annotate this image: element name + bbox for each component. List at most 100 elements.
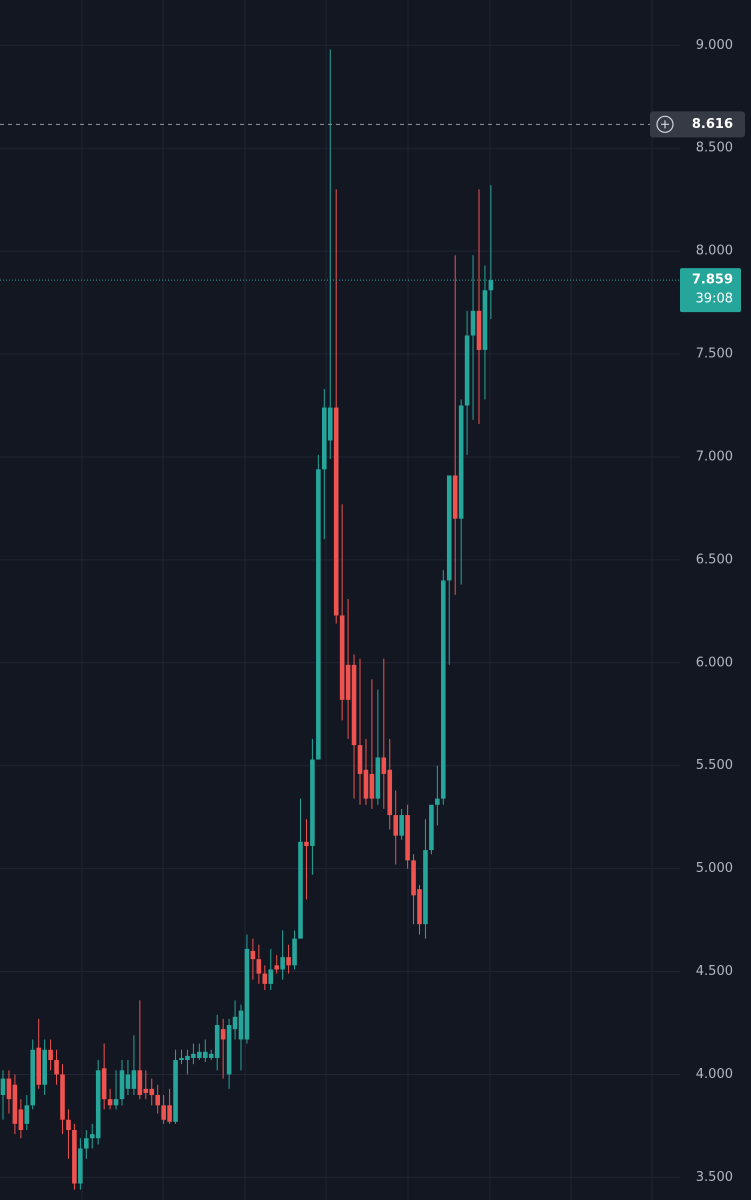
y-tick-label: 4.500 bbox=[696, 964, 733, 979]
candle-body bbox=[161, 1105, 166, 1120]
candle-body bbox=[482, 290, 488, 350]
candle-body bbox=[304, 841, 309, 846]
countdown-label: 39:08 bbox=[696, 292, 733, 307]
candle-body bbox=[429, 804, 434, 851]
y-tick-label: 4.000 bbox=[696, 1067, 733, 1082]
candle-body bbox=[417, 889, 422, 925]
candle-body bbox=[101, 1068, 107, 1100]
candle-body bbox=[369, 773, 375, 799]
y-tick-label: 8.000 bbox=[696, 244, 733, 259]
candle-body bbox=[119, 1070, 125, 1100]
candle-body bbox=[191, 1053, 196, 1058]
candle-body bbox=[208, 1053, 214, 1058]
candle-body bbox=[446, 475, 452, 581]
candle-body bbox=[6, 1078, 12, 1100]
candle-body bbox=[89, 1134, 95, 1139]
candle-body bbox=[250, 950, 256, 960]
candle-body bbox=[66, 1119, 71, 1131]
candle-body bbox=[464, 335, 470, 406]
candle-body bbox=[143, 1088, 149, 1093]
candle-body bbox=[12, 1084, 18, 1124]
candle-body bbox=[197, 1051, 202, 1058]
y-tick-label: 7.500 bbox=[696, 347, 733, 362]
candle-body bbox=[339, 615, 345, 700]
candle-body bbox=[18, 1109, 24, 1131]
candle-body bbox=[24, 1105, 30, 1124]
y-tick-label: 3.500 bbox=[696, 1170, 733, 1185]
candle-body bbox=[333, 407, 339, 616]
candle-body bbox=[274, 965, 279, 970]
candle-body bbox=[72, 1130, 77, 1184]
candle-body bbox=[298, 841, 303, 939]
candle-body bbox=[42, 1049, 47, 1085]
candle-body bbox=[470, 310, 476, 336]
candle-body bbox=[327, 407, 333, 441]
candle-body bbox=[316, 469, 321, 760]
candle-body bbox=[286, 957, 291, 966]
candle-body bbox=[351, 664, 357, 746]
candle-body bbox=[155, 1095, 160, 1106]
candle-body bbox=[173, 1060, 178, 1122]
candle-body bbox=[226, 1025, 232, 1075]
candle-body bbox=[179, 1057, 184, 1061]
candle-body bbox=[405, 815, 410, 861]
last-price-label: 7.859 bbox=[692, 273, 733, 288]
vertical-grid bbox=[81, 0, 653, 1200]
candle-body bbox=[60, 1074, 65, 1120]
candle-body bbox=[393, 815, 398, 836]
y-tick-label: 8.500 bbox=[696, 141, 733, 156]
candle-body bbox=[137, 1070, 143, 1096]
candle-body bbox=[399, 815, 404, 836]
candle-body bbox=[292, 938, 297, 966]
candle-body bbox=[244, 948, 250, 1040]
candle-body bbox=[381, 757, 387, 774]
candle-body bbox=[423, 850, 428, 925]
candle-body bbox=[452, 475, 458, 519]
y-tick-label: 7.000 bbox=[696, 449, 733, 464]
candle-body bbox=[476, 310, 482, 350]
candle-body bbox=[256, 959, 262, 974]
candle-body bbox=[107, 1099, 113, 1106]
candle-body bbox=[167, 1105, 172, 1122]
y-tick-label: 6.500 bbox=[696, 552, 733, 567]
add-alert-icon bbox=[656, 115, 674, 133]
candle-body bbox=[36, 1047, 41, 1085]
candle-body bbox=[280, 957, 285, 970]
y-tick-label: 5.000 bbox=[696, 861, 733, 876]
crosshair-box bbox=[650, 111, 745, 138]
candle-body bbox=[95, 1070, 101, 1139]
add-alert-plus bbox=[661, 120, 669, 129]
candle-body bbox=[268, 969, 274, 984]
last-price-box bbox=[680, 268, 741, 313]
candle-body bbox=[54, 1060, 59, 1075]
candle-body bbox=[345, 664, 351, 700]
candle-body bbox=[203, 1051, 208, 1058]
candle-body bbox=[310, 759, 315, 846]
y-tick-label: 5.500 bbox=[696, 758, 733, 773]
candle-body bbox=[131, 1070, 137, 1089]
candle-body bbox=[411, 860, 416, 896]
candle-body bbox=[84, 1138, 89, 1149]
candle-body bbox=[458, 405, 464, 519]
candle-body bbox=[220, 1029, 226, 1040]
candle-body bbox=[375, 757, 381, 799]
candle-body bbox=[78, 1148, 83, 1184]
candle-body bbox=[441, 580, 446, 799]
candle-body bbox=[488, 280, 494, 291]
candle-body bbox=[322, 407, 327, 470]
candle-body bbox=[387, 769, 393, 816]
candle-body bbox=[113, 1099, 119, 1106]
candle-body bbox=[149, 1088, 155, 1096]
crosshair-label: 8.616 bbox=[692, 117, 733, 132]
candle-body bbox=[232, 1016, 238, 1030]
candle-body bbox=[214, 1025, 220, 1058]
candle-body bbox=[363, 769, 369, 799]
candle-body bbox=[357, 745, 363, 774]
y-tick-label: 9.000 bbox=[696, 38, 733, 53]
candle-body bbox=[262, 973, 268, 984]
candle-body bbox=[185, 1055, 190, 1061]
candle-body bbox=[0, 1078, 6, 1096]
candle-body bbox=[125, 1074, 131, 1089]
